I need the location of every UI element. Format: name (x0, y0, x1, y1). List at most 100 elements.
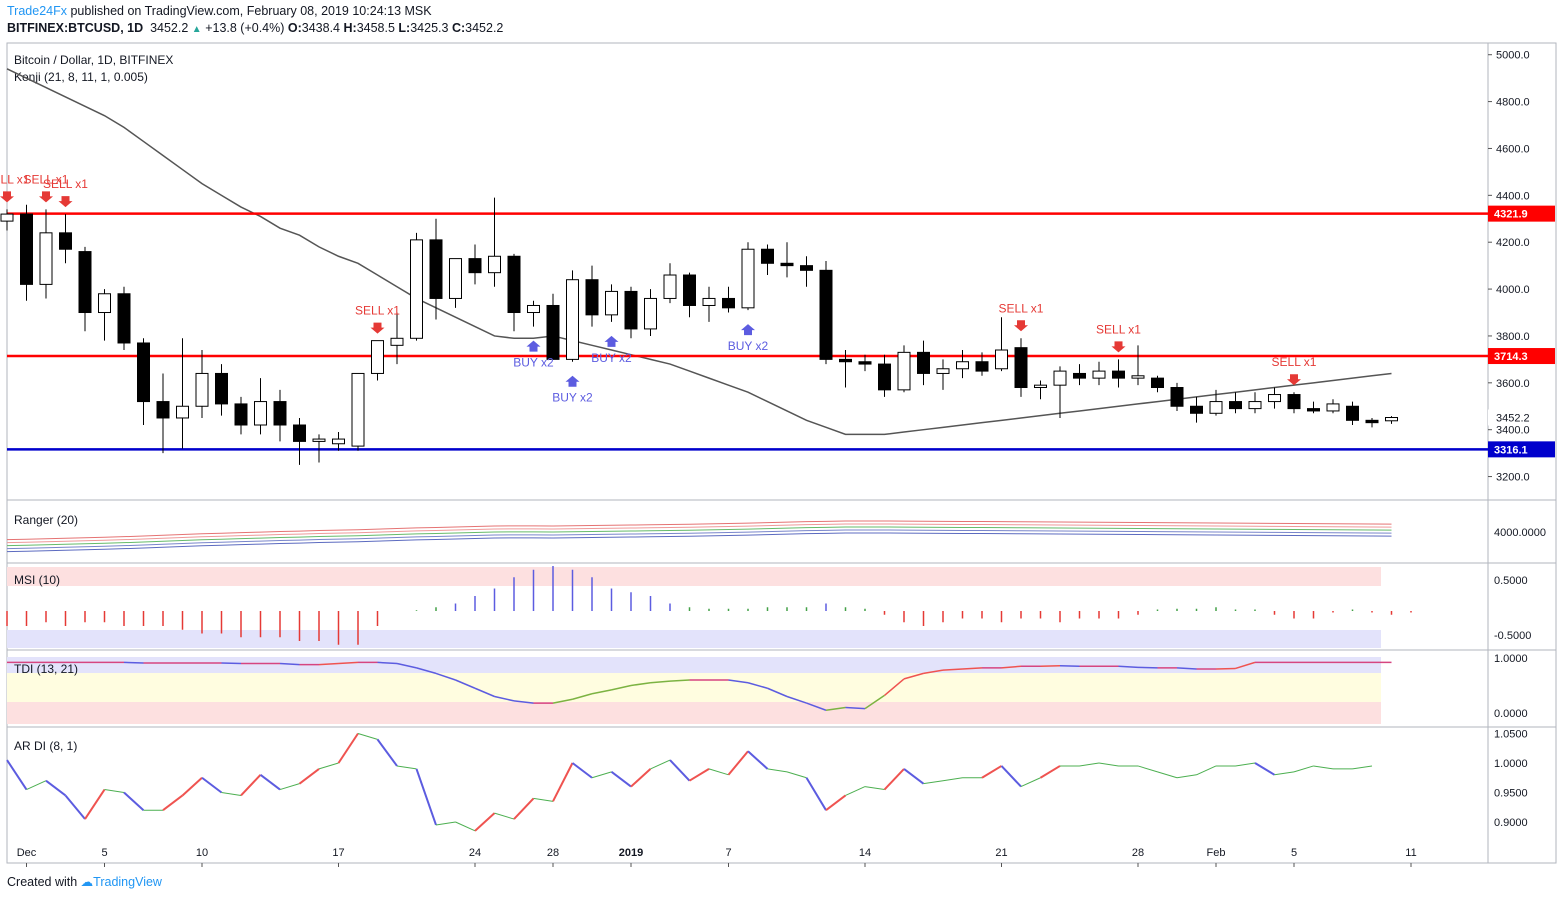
symbol-label: BITFINEX:BTCUSD, 1D (7, 21, 144, 35)
ardi-line-segment (298, 768, 320, 785)
ardi-line-segment (1235, 762, 1256, 767)
x-tick-label: 28 (1132, 847, 1144, 859)
indicator-label: Kenji (21, 8, 11, 1, 0.005) (14, 70, 148, 84)
level-label: 3714.3 (1494, 351, 1528, 363)
ardi-line-segment (1254, 762, 1276, 776)
published-text: published on TradingView.com, February 0… (70, 4, 432, 18)
ardi-line-segment (221, 792, 242, 796)
ardi-line-segment (6, 759, 28, 791)
ardi-line-segment (903, 768, 925, 785)
h-label: H: (343, 21, 357, 35)
candle (995, 349, 1008, 370)
ardi-tick-label: 1.0000 (1494, 758, 1528, 770)
candle (468, 258, 482, 274)
candle (800, 265, 813, 271)
candle (917, 351, 930, 374)
c-label: C: (451, 21, 466, 35)
ardi-line-segment (181, 777, 203, 797)
ardi-line-segment (1000, 765, 1022, 788)
y-tick-label: 4800.0 (1496, 97, 1530, 109)
buy-arrow-icon (604, 335, 619, 347)
tdi-line-segment (786, 695, 807, 704)
tdi-line-segment (1176, 667, 1197, 670)
sell-arrow-icon (0, 191, 14, 203)
open-value: 3438.4 (301, 21, 341, 35)
ardi-line-segment (1079, 762, 1100, 767)
up-arrow-icon: ▲ (191, 24, 202, 35)
x-tick-label: 7 (725, 847, 731, 859)
tdi-line-segment (806, 702, 827, 711)
tradingview-link[interactable]: TradingView (93, 875, 162, 889)
ardi-line-segment (1020, 777, 1041, 788)
author-link[interactable]: Trade24Fx (7, 4, 67, 18)
candle (449, 258, 462, 299)
tdi-line-segment (728, 679, 749, 684)
ardi-line-segment (786, 771, 807, 779)
tdi-line-segment (474, 687, 495, 698)
candle (1326, 403, 1340, 412)
ardi-line-segment (1098, 762, 1119, 767)
candle (215, 372, 228, 405)
buy-arrow-icon (526, 340, 541, 352)
tdi-line-segment (923, 669, 944, 675)
tdi-line-segment (455, 679, 476, 689)
sell-signal-label: SELL x1 (43, 177, 88, 191)
x-tick-label: 14 (859, 847, 871, 859)
ardi-line-segment (1196, 765, 1217, 776)
ranger-line (6, 529, 1392, 550)
tdi-line-segment (591, 689, 612, 695)
buy-arrow-icon (741, 324, 755, 336)
y-tick-label: 3600.0 (1496, 378, 1530, 390)
sell-signal-label: SELL x1 (355, 304, 400, 318)
tdi-line-segment (669, 679, 690, 682)
ardi-line-segment (1157, 771, 1178, 779)
tdi-line-segment (416, 667, 437, 675)
candle (741, 248, 755, 309)
ardi-line-segment (84, 788, 106, 820)
y-tick-label: 3200.0 (1496, 472, 1530, 484)
tradingview-logo-icon: ☁ (80, 875, 94, 889)
candle (897, 351, 911, 391)
l-label: L: (398, 21, 411, 35)
tdi-line-segment (630, 682, 651, 687)
candle (878, 363, 891, 391)
candle (1053, 370, 1067, 386)
created-with-text: Created with (7, 875, 78, 889)
y-tick-label: 5000.0 (1496, 50, 1530, 62)
ardi-line-segment (708, 768, 729, 776)
ranger-line (6, 523, 1392, 544)
ardi-line-segment (747, 750, 769, 770)
candle (1365, 419, 1379, 424)
ardi-line-segment (64, 794, 86, 820)
candle (1014, 347, 1028, 389)
sell-signal-label: SELL x1 (0, 172, 30, 186)
ranger-label: Ranger (20) (14, 513, 78, 527)
ardi-line-segment (1274, 771, 1295, 776)
tdi-line-segment (1235, 661, 1256, 670)
ardi-line-segment (279, 783, 300, 791)
candle (98, 293, 111, 314)
tdi-line-segment (572, 693, 593, 700)
tdi-line-segment (338, 661, 359, 665)
candle (293, 424, 306, 442)
tdi-line-segment (318, 662, 339, 666)
buy-signal-label: BUY x2 (591, 351, 632, 365)
ardi-line-segment (552, 762, 574, 802)
candle (254, 401, 267, 426)
sell-arrow-icon (1287, 374, 1301, 386)
ardi-line-segment (123, 791, 145, 811)
ardi-line-segment (1039, 765, 1061, 779)
ardi-label: AR DI (8, 1) (14, 739, 77, 753)
ardi-line-segment (435, 821, 456, 826)
candle (1346, 405, 1359, 421)
candle (1073, 372, 1086, 379)
x-tick-label: 11 (1405, 847, 1416, 859)
ardi-line-segment (376, 738, 398, 767)
tdi-line-segment (1059, 664, 1080, 667)
ranger-tick-label: 4000.0000 (1494, 527, 1546, 539)
level-label-box (1488, 205, 1555, 222)
cloud-line (6, 68, 1392, 436)
candle (273, 401, 287, 426)
candle (1170, 387, 1184, 407)
